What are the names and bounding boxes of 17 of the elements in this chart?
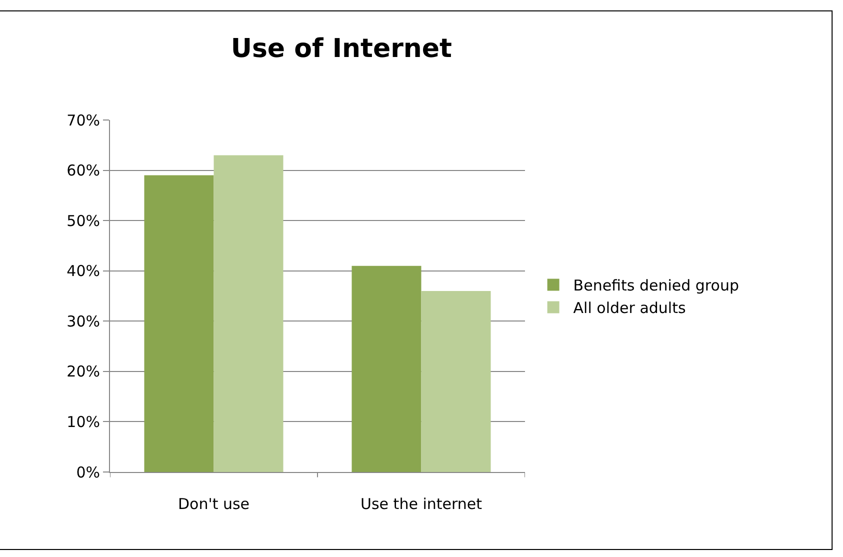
bar: [421, 290, 491, 472]
legend-label: All older adults: [573, 299, 686, 318]
y-tick-label: 60%: [66, 162, 100, 180]
y-tick-label: 30%: [66, 312, 100, 330]
y-tick-label: 40%: [66, 262, 100, 280]
y-tick-label: 0%: [76, 463, 100, 482]
y-tick-label: 50%: [66, 212, 100, 230]
bar: [214, 155, 284, 472]
bar: [352, 266, 422, 472]
chart-title: Use of Internet: [230, 34, 452, 64]
legend-label: Benefits denied group: [573, 276, 739, 295]
x-tick-label: Use the internet: [360, 495, 482, 513]
y-tick-label: 20%: [66, 362, 100, 381]
y-tick-label: 10%: [66, 412, 100, 431]
y-tick-label: 70%: [66, 111, 100, 130]
x-tick-label: Don't use: [178, 495, 250, 513]
bar: [144, 175, 214, 472]
